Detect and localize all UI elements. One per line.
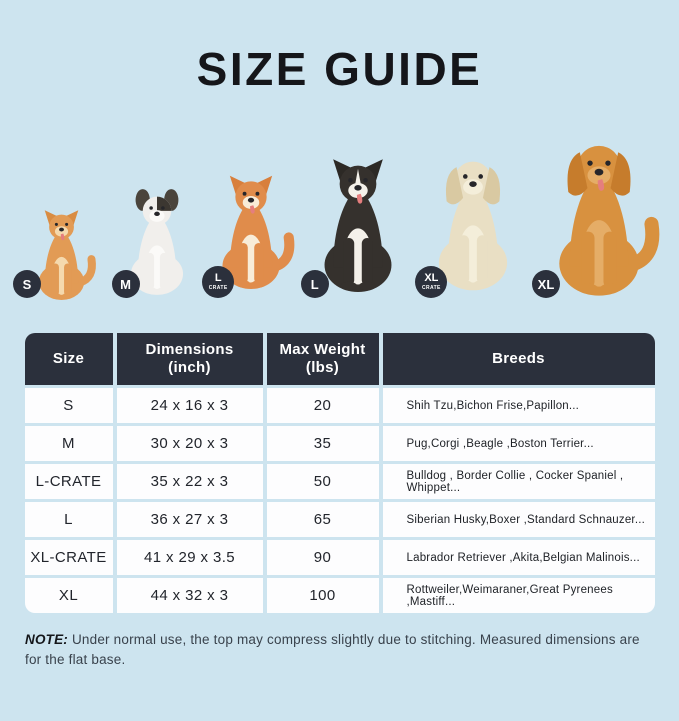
table-header-size: Size: [24, 333, 113, 385]
table-cell-dimensions: 24 x 16 x 3: [116, 388, 263, 423]
table-cell-max-weight: 50: [266, 464, 379, 499]
dog-image-labrador-retriever: XL CRATE: [415, 142, 528, 300]
size-badge-l-crate: L CRATE: [202, 266, 235, 298]
table-header-max-weight: Max Weight (lbs): [266, 333, 379, 385]
table-cell-dimensions: 41 x 29 x 3.5: [116, 540, 263, 575]
size-badge-m: M: [111, 270, 140, 298]
table-cell-size: L-CRATE: [24, 464, 113, 499]
size-badge-label: M: [120, 276, 132, 292]
size-badge-s: S: [13, 270, 41, 298]
dogs-size-comparison: S M L CRATE: [0, 122, 679, 300]
table-cell-breeds: Siberian Husky,Boxer ,Standard Schnauzer…: [382, 502, 655, 537]
table-cell-max-weight: 20: [266, 388, 379, 423]
table-cell-size: M: [24, 426, 113, 461]
table-cell-dimensions: 36 x 27 x 3: [116, 502, 263, 537]
table-cell-size: XL-CRATE: [24, 540, 113, 575]
table-cell-max-weight: 100: [266, 578, 379, 613]
table-header-dimensions: Dimensions (inch): [116, 333, 263, 385]
table-cell-breeds: Bulldog , Border Collie , Cocker Spaniel…: [382, 464, 655, 499]
size-badge-sublabel: CRATE: [208, 284, 228, 291]
table-cell-dimensions: 30 x 20 x 3: [116, 426, 263, 461]
dog-image-french-bulldog: M: [111, 184, 199, 300]
size-badge-label: L: [214, 272, 222, 285]
table-cell-max-weight: 35: [266, 426, 379, 461]
size-badge-sublabel: CRATE: [421, 284, 441, 291]
size-badge-xl: XL: [531, 270, 560, 298]
table-cell-size: L: [24, 502, 113, 537]
dog-image-golden-retriever: XL: [531, 130, 663, 300]
table-cell-breeds: Rottweiler,Weimaraner,Great Pyrenees ,Ma…: [382, 578, 655, 613]
dog-image-pomeranian: S: [13, 208, 108, 300]
dog-image-shiba-inu: L CRATE: [202, 162, 297, 300]
table-cell-size: S: [24, 388, 113, 423]
size-badge-label: XL: [537, 276, 555, 292]
table-cell-dimensions: 35 x 22 x 3: [116, 464, 263, 499]
footnote-text: Under normal use, the top may compress s…: [25, 632, 640, 667]
table-cell-breeds: Labrador Retriever ,Akita,Belgian Malino…: [382, 540, 655, 575]
page-title: SIZE GUIDE: [196, 43, 483, 95]
size-badge-label: XL: [424, 272, 439, 285]
size-badge-label: L: [310, 276, 319, 292]
dog-image-border-collie: L: [300, 148, 412, 300]
size-badge-label: S: [22, 276, 32, 292]
size-badge-l: L: [300, 270, 329, 298]
table-cell-max-weight: 65: [266, 502, 379, 537]
table-cell-breeds: Shih Tzu,Bichon Frise,Papillon...: [382, 388, 655, 423]
footnote-label: NOTE:: [25, 632, 68, 647]
table-cell-max-weight: 90: [266, 540, 379, 575]
size-badge-xl-crate: XL CRATE: [415, 266, 448, 298]
size-guide-table: Size Dimensions (inch) Max Weight (lbs) Breed…: [24, 333, 655, 613]
table-cell-breeds: Pug,Corgi ,Beagle ,Boston Terrier...: [382, 426, 655, 461]
footnote: NOTE: Under normal use, the top may comp…: [25, 630, 654, 669]
table-cell-size: XL: [24, 578, 113, 613]
table-header-breeds: Breeds: [382, 333, 655, 385]
table-cell-dimensions: 44 x 32 x 3: [116, 578, 263, 613]
